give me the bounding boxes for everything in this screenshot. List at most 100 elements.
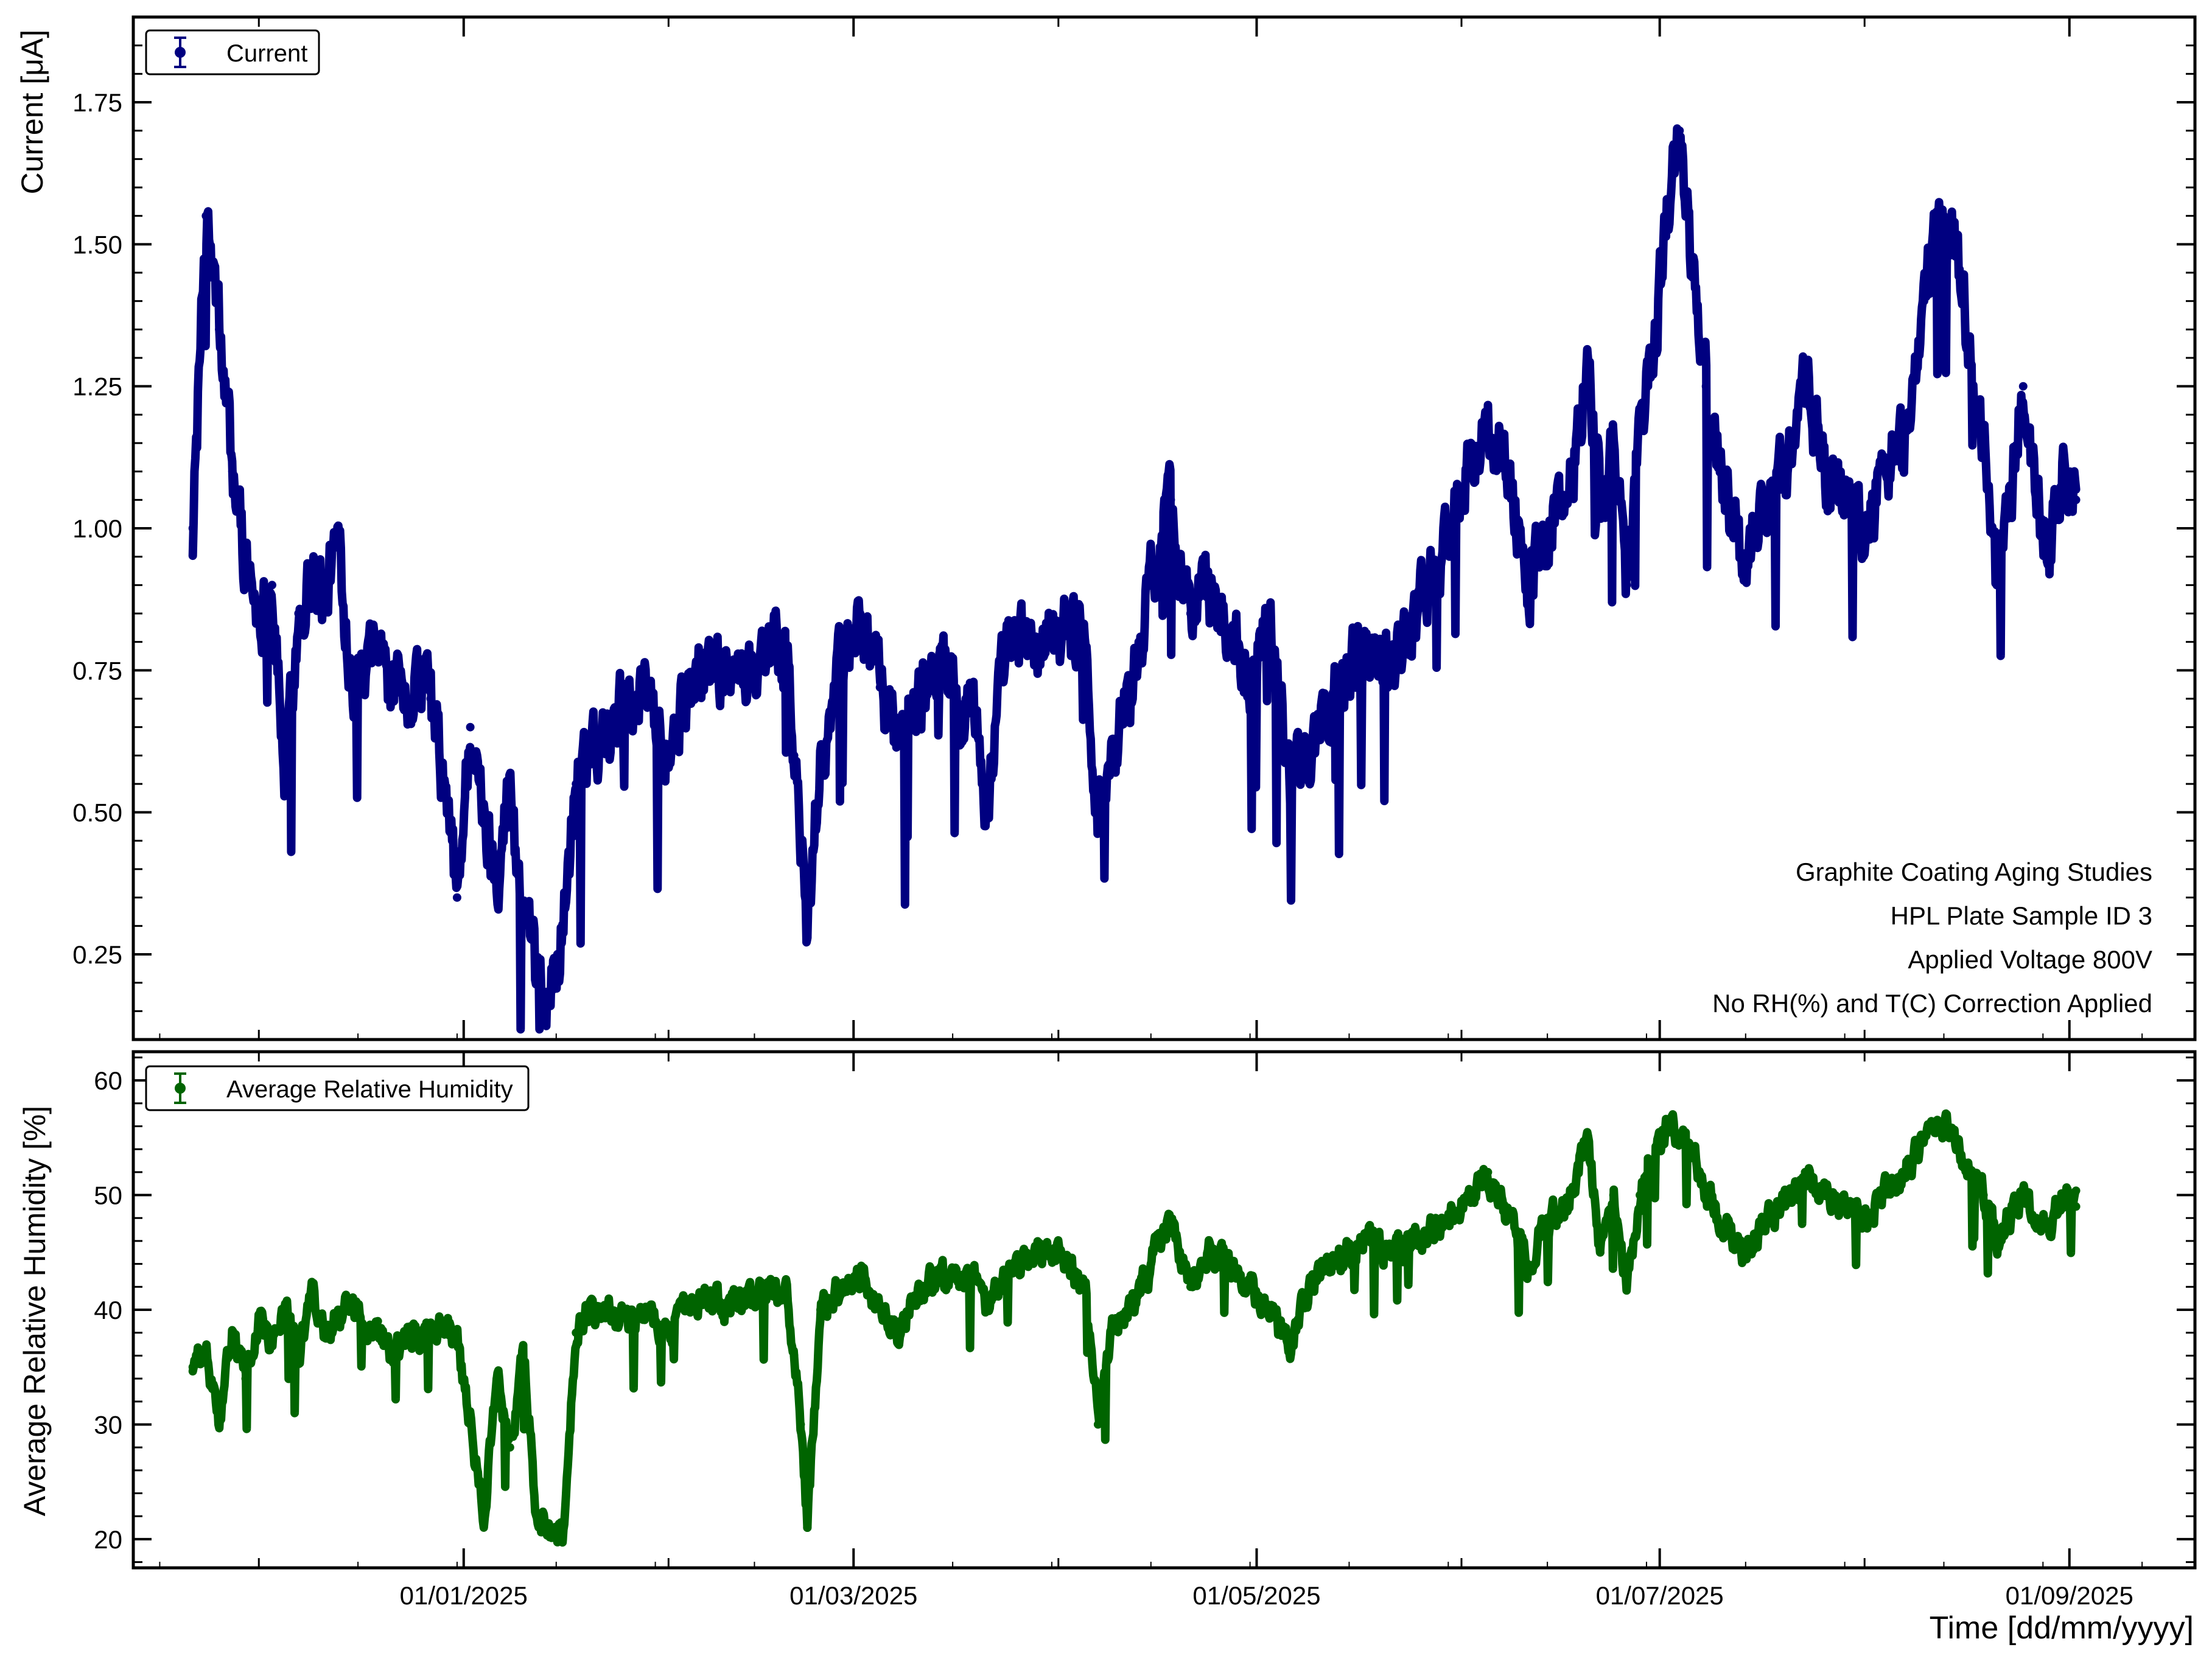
data-point bbox=[1741, 552, 1750, 561]
data-point bbox=[1080, 637, 1090, 646]
data-point bbox=[1107, 751, 1116, 760]
data-point bbox=[1483, 1167, 1493, 1176]
data-point bbox=[1821, 467, 1830, 476]
x-axis-label: Time [dd/mm/yyyy] bbox=[1930, 1610, 2194, 1646]
data-point bbox=[1186, 609, 1195, 618]
data-point bbox=[215, 325, 224, 334]
data-point bbox=[241, 1374, 250, 1383]
data-point bbox=[955, 1282, 964, 1292]
data-point bbox=[334, 535, 343, 544]
data-point bbox=[294, 1351, 303, 1360]
current-y-axis-label: Current [μA] bbox=[15, 30, 49, 195]
current-legend-marker bbox=[175, 47, 186, 58]
data-point bbox=[1780, 467, 1790, 476]
data-point bbox=[2058, 1190, 2067, 1200]
data-point bbox=[1801, 1167, 1810, 1176]
data-point bbox=[545, 995, 554, 1004]
data-point bbox=[505, 1443, 514, 1452]
data-point bbox=[1780, 1202, 1790, 1211]
data-point bbox=[1563, 495, 1572, 505]
data-point bbox=[1226, 1259, 1235, 1268]
data-point bbox=[763, 1282, 772, 1292]
data-point bbox=[360, 683, 369, 692]
data-point bbox=[1701, 382, 1710, 391]
data-point bbox=[1060, 609, 1069, 618]
data-point bbox=[604, 717, 614, 726]
data-point bbox=[228, 1328, 237, 1337]
x-tick-label: 01/07/2025 bbox=[1596, 1581, 1724, 1610]
data-point bbox=[479, 819, 488, 828]
data-point bbox=[1265, 609, 1275, 618]
data-point bbox=[1325, 694, 1334, 703]
data-point bbox=[294, 609, 303, 618]
data-point bbox=[816, 1306, 825, 1314]
data-point bbox=[373, 637, 382, 646]
y-tick-label: 0.50 bbox=[72, 799, 122, 827]
data-point bbox=[2018, 382, 2028, 391]
data-point bbox=[724, 1306, 732, 1314]
data-point bbox=[228, 467, 237, 476]
data-point bbox=[1285, 780, 1294, 788]
data-point bbox=[789, 751, 799, 760]
y-tick-label: 30 bbox=[94, 1410, 122, 1439]
data-point bbox=[664, 751, 673, 760]
data-point bbox=[1186, 1282, 1195, 1292]
data-point bbox=[1880, 467, 1889, 476]
current-panel: 0.25 0.50 0.75 1.00 1.25 1.50 1.75 Current [μA… bbox=[15, 15, 2197, 1041]
data-point bbox=[334, 1306, 343, 1314]
data-point bbox=[1444, 535, 1453, 544]
data-point bbox=[1226, 626, 1235, 635]
data-point bbox=[466, 1420, 475, 1429]
data-point bbox=[1609, 439, 1618, 447]
data-point bbox=[2018, 1190, 2028, 1200]
data-point bbox=[783, 1294, 792, 1303]
data-point bbox=[360, 1328, 369, 1337]
data-point bbox=[505, 780, 514, 788]
data-point bbox=[1424, 1225, 1433, 1234]
series-band bbox=[188, 124, 2081, 1034]
y-tick-label: 40 bbox=[94, 1296, 122, 1324]
data-point bbox=[1622, 581, 1631, 590]
data-point bbox=[1384, 649, 1393, 658]
data-point bbox=[1662, 1122, 1671, 1131]
data-point bbox=[426, 694, 435, 703]
current-legend: Current bbox=[145, 29, 320, 75]
data-point bbox=[1609, 1190, 1618, 1200]
data-point bbox=[856, 609, 865, 618]
data-point bbox=[1365, 637, 1373, 646]
data-point bbox=[347, 1294, 356, 1303]
data-point bbox=[545, 1523, 554, 1532]
data-point bbox=[1265, 1306, 1275, 1314]
data-point bbox=[1305, 1282, 1314, 1292]
data-point bbox=[1483, 410, 1493, 419]
data-point bbox=[704, 666, 713, 675]
data-point bbox=[644, 1306, 653, 1314]
data-point bbox=[1636, 410, 1645, 419]
data-point bbox=[704, 1294, 713, 1303]
data-point bbox=[492, 865, 502, 873]
data-point bbox=[875, 683, 884, 692]
humidity-legend: Average Relative Humidity bbox=[145, 1065, 530, 1111]
x-tick-label: 01/03/2025 bbox=[789, 1581, 917, 1610]
data-point bbox=[532, 1512, 541, 1521]
data-point bbox=[320, 1328, 329, 1337]
data-point bbox=[1860, 524, 1869, 533]
x-tick-label: 01/09/2025 bbox=[2006, 1581, 2133, 1610]
annotation-line-1: Graphite Coating Aging Studies bbox=[1796, 858, 2152, 886]
data-point bbox=[836, 1282, 845, 1292]
data-point bbox=[1741, 1248, 1750, 1257]
data-point bbox=[1900, 1167, 1909, 1176]
data-point bbox=[1992, 1236, 2001, 1245]
data-point bbox=[1840, 1202, 1849, 1211]
data-point bbox=[452, 1340, 461, 1349]
data-point bbox=[1965, 1167, 1975, 1176]
data-point bbox=[2045, 552, 2054, 561]
data-point bbox=[1648, 1156, 1657, 1165]
data-point bbox=[1166, 495, 1175, 505]
data-point bbox=[625, 694, 634, 703]
data-point bbox=[724, 660, 732, 669]
data-point bbox=[915, 694, 924, 703]
y-tick-label: 0.25 bbox=[72, 940, 122, 969]
data-point bbox=[2032, 495, 2041, 505]
data-point bbox=[796, 836, 805, 845]
